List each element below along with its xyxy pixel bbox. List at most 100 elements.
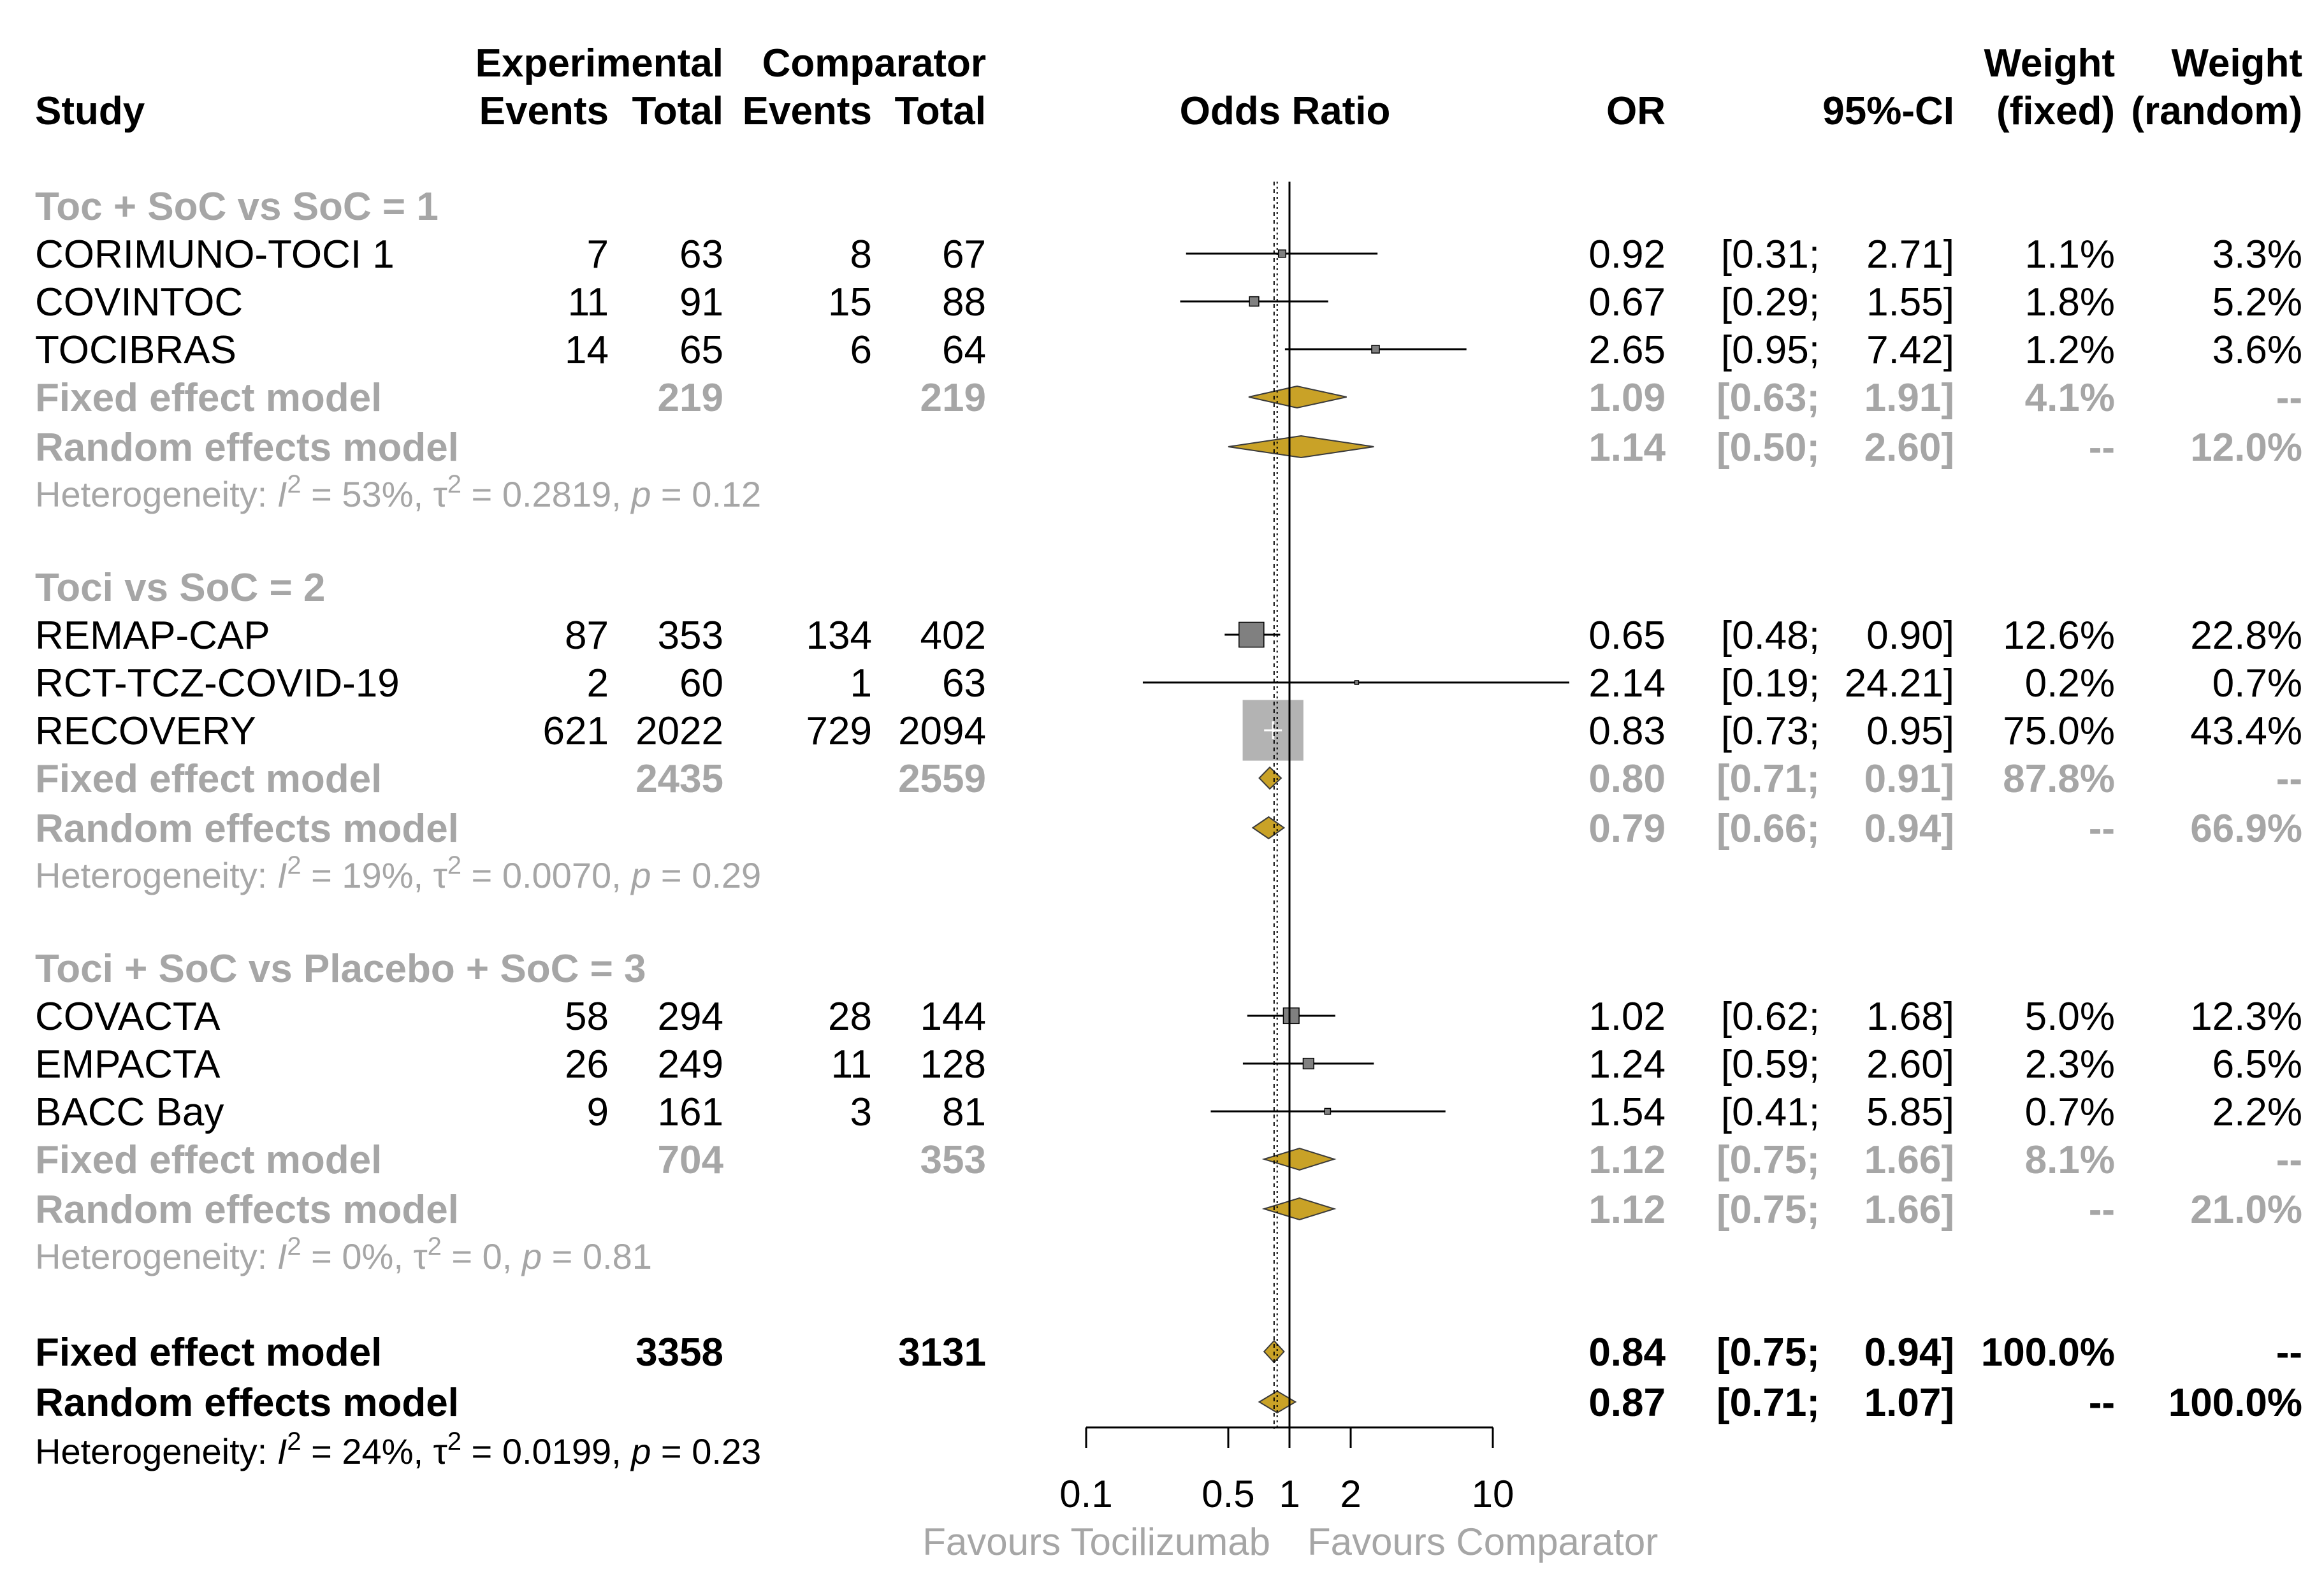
weight-fixed: 0.7% <box>2025 1090 2115 1134</box>
study-name: CORIMUNO-TOCI 1 <box>35 233 395 277</box>
model-comp-total: 3131 <box>898 1331 986 1375</box>
fixed-model-label: Fixed effect model <box>35 376 382 420</box>
comp-total: 88 <box>942 280 986 324</box>
study-name: BACC Bay <box>35 1090 224 1134</box>
header-weight-fixed: Weight <box>1984 41 2116 85</box>
exp-total: 294 <box>658 995 723 1039</box>
ci-upper: 2.60] <box>1866 1043 1954 1087</box>
comp-events: 729 <box>806 709 872 753</box>
heterogeneity-text: Heterogeneity: I2 = 19%, τ2 = 0.0070, p … <box>35 851 761 895</box>
model-ci-upper: 0.91] <box>1864 757 1954 801</box>
subgroup-label: Toci vs SoC = 2 <box>35 566 325 610</box>
model-odds-ratio: 0.80 <box>1588 757 1666 801</box>
exp-events: 9 <box>587 1090 609 1134</box>
comp-events: 134 <box>806 614 872 658</box>
model-ci-upper: 1.07] <box>1864 1381 1954 1425</box>
comp-total: 63 <box>942 661 986 705</box>
fixed-diamond <box>1248 385 1347 409</box>
model-weight-fixed: -- <box>2089 1381 2115 1425</box>
study-name: RECOVERY <box>35 709 256 753</box>
header-weight-random: Weight <box>2172 41 2303 85</box>
comp-total: 402 <box>920 614 986 658</box>
heterogeneity-text: Heterogeneity: I2 = 53%, τ2 = 0.2819, p … <box>35 470 761 514</box>
study-box <box>1324 1108 1332 1115</box>
column-headers: Study Experimental Events Total Comparat… <box>35 41 2302 133</box>
exp-events: 11 <box>568 280 609 324</box>
odds-ratio-value: 0.65 <box>1588 614 1666 658</box>
exp-events: 14 <box>565 328 609 372</box>
ci-lower: [0.95; <box>1721 328 1820 372</box>
study-name: TOCIBRAS <box>35 328 236 372</box>
header-comp-total: Total <box>895 89 987 133</box>
model-ci-upper: 1.66] <box>1864 1138 1954 1182</box>
exp-events: 2 <box>587 661 609 705</box>
model-ci-upper: 1.91] <box>1864 376 1954 420</box>
model-weight-fixed: 87.8% <box>2003 757 2115 801</box>
header-exp-events: Events <box>479 89 609 133</box>
model-weight-fixed: 8.1% <box>2025 1138 2115 1182</box>
comp-total: 67 <box>942 233 986 277</box>
model-ci-lower: [0.71; <box>1717 1381 1820 1425</box>
model-exp-total: 3358 <box>635 1331 723 1375</box>
exp-total: 161 <box>658 1090 723 1134</box>
model-weight-random: -- <box>2276 376 2302 420</box>
model-odds-ratio: 0.84 <box>1588 1331 1666 1375</box>
comp-events: 15 <box>828 280 872 324</box>
comp-events: 3 <box>850 1090 872 1134</box>
model-weight-fixed: -- <box>2089 807 2115 851</box>
fixed-diamond <box>1258 766 1282 790</box>
model-odds-ratio: 0.87 <box>1588 1381 1666 1425</box>
header-odds-ratio: Odds Ratio <box>1180 89 1391 133</box>
weight-random: 3.3% <box>2212 233 2302 277</box>
study-name: COVINTOC <box>35 280 243 324</box>
exp-events: 87 <box>565 614 609 658</box>
plot-area: 0.1 0.5 1 2 10 Favours Tocilizumab Favours Com… <box>922 182 1658 1563</box>
ci-lower: [0.41; <box>1721 1090 1820 1134</box>
comp-events: 6 <box>850 328 872 372</box>
exp-events: 7 <box>587 233 609 277</box>
header-study: Study <box>35 89 145 133</box>
weight-fixed: 1.2% <box>2025 328 2115 372</box>
exp-events: 58 <box>565 995 609 1039</box>
random-model-label: Random effects model <box>35 426 459 470</box>
study-name: REMAP-CAP <box>35 614 270 658</box>
odds-ratio-value: 2.14 <box>1588 661 1666 705</box>
model-odds-ratio: 1.09 <box>1588 376 1666 420</box>
model-odds-ratio: 1.12 <box>1588 1188 1666 1232</box>
odds-ratio-value: 0.67 <box>1588 280 1666 324</box>
weight-fixed: 12.6% <box>2003 614 2115 658</box>
header-ci: 95%-CI <box>1822 89 1954 133</box>
weight-fixed: 1.1% <box>2025 233 2115 277</box>
heterogeneity-text: Heterogeneity: I2 = 24%, τ2 = 0.0199, p … <box>35 1427 761 1471</box>
model-exp-total: 704 <box>658 1138 724 1182</box>
study-box <box>1282 1007 1300 1025</box>
exp-total: 63 <box>679 233 723 277</box>
model-ci-lower: [0.63; <box>1717 376 1820 420</box>
x-axis-tick-label: 2 <box>1340 1473 1361 1515</box>
ci-lower: [0.59; <box>1721 1043 1820 1087</box>
ci-upper: 0.90] <box>1866 614 1954 658</box>
ci-lower: [0.31; <box>1721 233 1820 277</box>
exp-total: 353 <box>658 614 723 658</box>
favours-right-label: Favours Comparator <box>1307 1520 1658 1563</box>
model-exp-total: 2435 <box>635 757 723 801</box>
weight-fixed: 75.0% <box>2003 709 2115 753</box>
model-weight-random: 12.0% <box>2190 426 2302 470</box>
weight-random: 43.4% <box>2190 709 2302 753</box>
model-exp-total: 219 <box>658 376 723 420</box>
weight-fixed: 0.2% <box>2025 661 2115 705</box>
model-weight-fixed: 100.0% <box>1981 1331 2115 1375</box>
random-model-label: Random effects model <box>35 807 459 851</box>
study-box <box>1302 1057 1314 1070</box>
ci-upper: 1.68] <box>1866 995 1954 1039</box>
model-comp-total: 219 <box>920 376 986 420</box>
ci-lower: [0.62; <box>1721 995 1820 1039</box>
exp-total: 65 <box>679 328 723 372</box>
ci-upper: 0.95] <box>1866 709 1954 753</box>
model-weight-random: -- <box>2276 1138 2302 1182</box>
x-axis-tick-label: 10 <box>1472 1473 1514 1515</box>
study-box <box>1354 680 1360 685</box>
header-comp-events: Events <box>743 89 872 133</box>
